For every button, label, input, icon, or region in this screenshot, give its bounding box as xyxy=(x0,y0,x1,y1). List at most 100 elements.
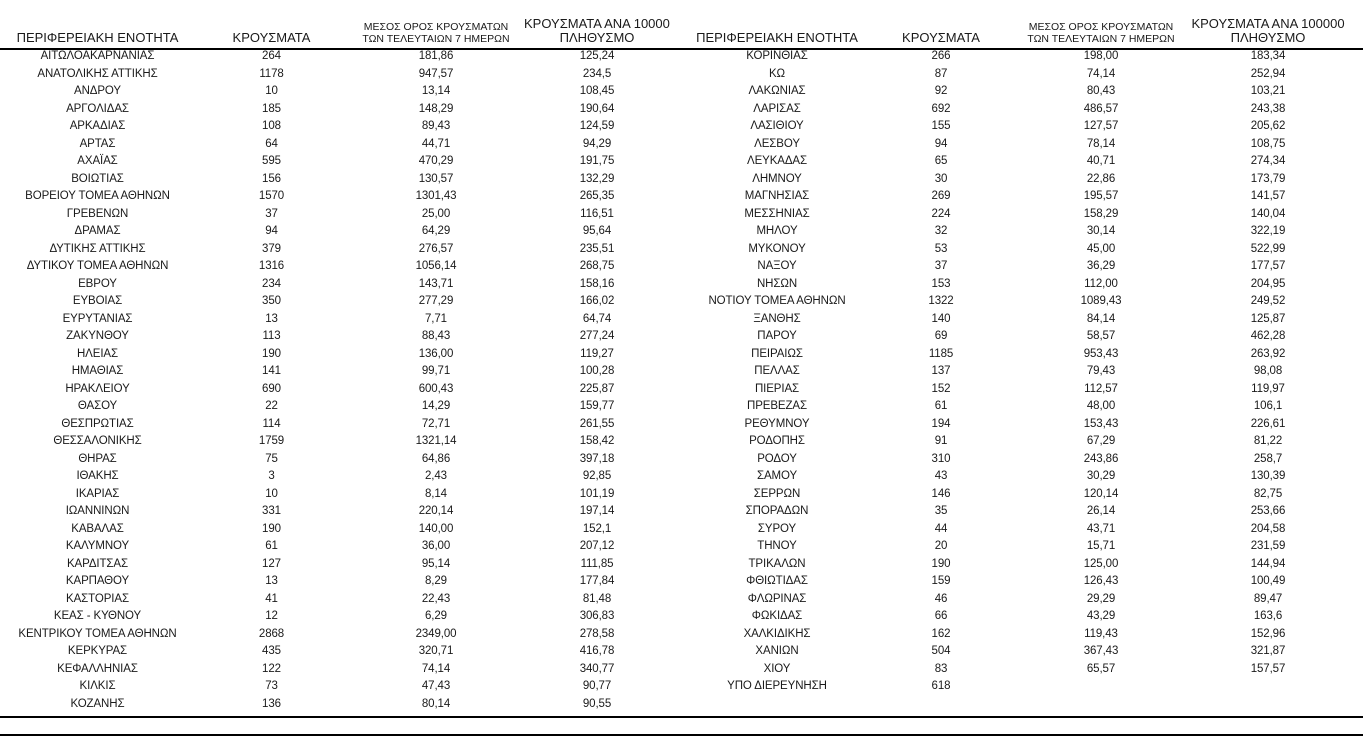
cases-value: 46 xyxy=(934,592,948,605)
table-body-right: ΚΟΡΙΝΘΙΑΣ 266 198,00 183,34 ΚΩ 87 74,14 252,94 Λ… xyxy=(683,48,1345,696)
table-row: ΚΙΛΚΙΣ 73 47,43 90,77 xyxy=(0,678,670,696)
per100k-value: 265,35 xyxy=(579,190,615,202)
cases-value: 75 xyxy=(265,452,278,465)
region-name: ΚΙΛΚΙΣ xyxy=(79,680,116,692)
avg7-value: 153,43 xyxy=(1083,417,1119,430)
col-header-cases-label: ΚΡΟΥΣΜΑΤΑ xyxy=(232,30,311,45)
cases-value: 13 xyxy=(265,312,278,325)
avg7-value: 99,71 xyxy=(421,365,451,377)
per100k-value: 177,84 xyxy=(579,575,615,587)
col-header-per100k: ΚΡΟΥΣΜΑΤΑ ΑΝΑ 100000 ΠΛΗΘΥΣΜΟ xyxy=(524,0,670,48)
per100k-value: 159,77 xyxy=(579,400,615,412)
region-name: ΝΟΤΙΟΥ ΤΟΜΕΑ ΑΘΗΝΩΝ xyxy=(708,295,846,307)
region-name: ΜΥΚΟΝΟΥ xyxy=(748,242,806,255)
table-header-right: ΠΕΡΙΦΕΡΕΙΑΚΗ ΕΝΟΤΗΤΑ ΚΡΟΥΣΜΑΤΑ ΜΕΣΟΣ ΟΡΟ… xyxy=(683,0,1345,48)
per100k-value: 252,94 xyxy=(1250,67,1286,80)
per100k-value: 191,75 xyxy=(579,155,615,167)
avg7-value: 148,29 xyxy=(418,102,454,115)
cases-value: 152 xyxy=(931,382,951,395)
cases-value: 690 xyxy=(262,382,281,395)
region-name: ΑΡΓΟΛΙΔΑΣ xyxy=(66,102,129,115)
cases-value: 83 xyxy=(934,662,948,675)
table-row: ΜΑΓΝΗΣΙΑΣ 269 195,57 141,57 xyxy=(683,188,1345,206)
per100k-value: 125,87 xyxy=(1250,312,1286,325)
table-row: ΕΥΡΥΤΑΝΙΑΣ 13 7,71 64,74 xyxy=(0,311,670,329)
per100k-value: 140,04 xyxy=(1250,207,1286,220)
avg7-value: 13,14 xyxy=(421,85,451,97)
avg7-value: 2349,00 xyxy=(415,627,457,640)
per100k-value: 177,57 xyxy=(1250,260,1286,272)
avg7-value: 95,14 xyxy=(421,557,451,570)
avg7-value: 600,43 xyxy=(418,382,454,395)
avg7-value: 119,43 xyxy=(1084,627,1118,640)
cases-value: 69 xyxy=(934,330,948,342)
avg7-value: 29,29 xyxy=(1086,592,1116,605)
cases-value: 53 xyxy=(934,242,948,255)
table-row: ΠΙΕΡΙΑΣ 152 112,57 119,97 xyxy=(683,381,1345,399)
per100k-value: 111,85 xyxy=(580,557,614,570)
region-name: ΞΑΝΘΗΣ xyxy=(753,312,801,325)
col-header-cases: ΚΡΟΥΣΜΑΤΑ xyxy=(871,0,1011,48)
avg7-value: 80,43 xyxy=(1086,85,1116,97)
table-row: ΡΟΔΟΥ 310 243,86 258,7 xyxy=(683,451,1345,469)
avg7-value: 26,14 xyxy=(1086,505,1116,517)
table-row: ΦΩΚΙΔΑΣ 66 43,29 163,6 xyxy=(683,608,1345,626)
per100k-value: 81,22 xyxy=(1253,435,1283,447)
table-row: ΦΛΩΡΙΝΑΣ 46 29,29 89,47 xyxy=(683,591,1345,609)
table-row: ΛΕΣΒΟΥ 94 78,14 108,75 xyxy=(683,136,1345,154)
region-name: ΝΗΣΩΝ xyxy=(756,277,798,290)
region-name: ΚΕΝΤΡΙΚΟΥ ΤΟΜΕΑ ΑΘΗΝΩΝ xyxy=(18,627,177,640)
cases-value: 20 xyxy=(934,540,948,552)
region-name: ΠΡΕΒΕΖΑΣ xyxy=(747,400,807,412)
region-name: ΙΩΑΝΝΙΝΩΝ xyxy=(65,505,130,517)
table-row: ΥΠΟ ΔΙΕΡΕΥΝΗΣΗ 618 xyxy=(683,678,1345,696)
region-name: ΛΕΣΒΟΥ xyxy=(754,137,800,150)
cases-value: 140 xyxy=(931,312,951,325)
region-name: ΑΝΔΡΟΥ xyxy=(74,85,121,97)
table-row: ΚΩ 87 74,14 252,94 xyxy=(683,66,1345,84)
avg7-value: 84,14 xyxy=(1086,312,1116,325)
col-header-per100k-line1: ΚΡΟΥΣΜΑΤΑ ΑΝΑ 100000 xyxy=(524,16,670,31)
table-row: ΖΑΚΥΝΘΟΥ 113 88,43 277,24 xyxy=(0,328,670,346)
avg7-value: 947,57 xyxy=(418,67,454,80)
avg7-value: 125,00 xyxy=(1083,557,1119,570)
table-row: ΚΕΑΣ - ΚΥΘΝΟΥ 12 6,29 306,83 xyxy=(0,608,670,626)
col-header-avg7-line2: ΤΩΝ ΤΕΛΕΥΤΑΙΩΝ 7 ΗΜΕΡΩΝ xyxy=(1027,33,1175,45)
region-name: ΚΑΣΤΟΡΙΑΣ xyxy=(66,592,129,605)
per100k-value: 103,21 xyxy=(1250,85,1286,97)
avg7-value: 112,00 xyxy=(1084,277,1118,290)
table-row: ΔΥΤΙΚΟΥ ΤΟΜΕΑ ΑΘΗΝΩΝ 1316 1056,14 268,75 xyxy=(0,258,670,276)
col-header-region-label: ΠΕΡΙΦΕΡΕΙΑΚΗ ΕΝΟΤΗΤΑ xyxy=(16,30,179,45)
table-row: ΑΙΤΩΛΟΑΚΑΡΝΑΝΙΑΣ 264 181,86 125,24 xyxy=(0,48,670,66)
region-name: ΚΕΡΚΥΡΑΣ xyxy=(67,645,128,657)
cases-value: 1316 xyxy=(258,260,285,272)
avg7-value: 30,14 xyxy=(1086,225,1116,237)
cases-value: 64 xyxy=(265,137,278,150)
cases-value: 43 xyxy=(934,470,948,482)
cases-value: 264 xyxy=(262,50,281,62)
avg7-value: 953,43 xyxy=(1083,347,1119,360)
per100k-value: 235,51 xyxy=(579,242,615,255)
table-row: ΗΜΑΘΙΑΣ 141 99,71 100,28 xyxy=(0,363,670,381)
table-row: ΑΡΚΑΔΙΑΣ 108 89,43 124,59 xyxy=(0,118,670,136)
per100k-value: 204,95 xyxy=(1250,277,1286,290)
per100k-value: 106,1 xyxy=(1253,400,1283,412)
region-name: ΧΑΝΙΩΝ xyxy=(755,645,799,657)
per100k-value: 397,18 xyxy=(579,452,615,465)
cases-value: 3 xyxy=(268,470,275,482)
region-name: ΙΚΑΡΙΑΣ xyxy=(75,487,120,500)
region-name: ΚΟΖΑΝΗΣ xyxy=(70,697,125,710)
table-row: ΑΧΑΪΑΣ 595 470,29 191,75 xyxy=(0,153,670,171)
avg7-value: 367,43 xyxy=(1083,645,1119,657)
per100k-value: 306,83 xyxy=(579,610,615,622)
cases-value: 92 xyxy=(934,85,948,97)
cases-value: 331 xyxy=(262,505,281,517)
region-name: ΑΧΑΪΑΣ xyxy=(77,155,118,167)
table-row: ΚΑΡΠΑΘΟΥ 13 8,29 177,84 xyxy=(0,573,670,591)
avg7-value: 79,43 xyxy=(1086,365,1116,377)
cases-value: 37 xyxy=(934,260,948,272)
avg7-value: 1321,14 xyxy=(415,435,457,447)
avg7-value: 486,57 xyxy=(1083,102,1119,115)
table-row: ΚΟΖΑΝΗΣ 136 80,14 90,55 xyxy=(0,696,670,714)
